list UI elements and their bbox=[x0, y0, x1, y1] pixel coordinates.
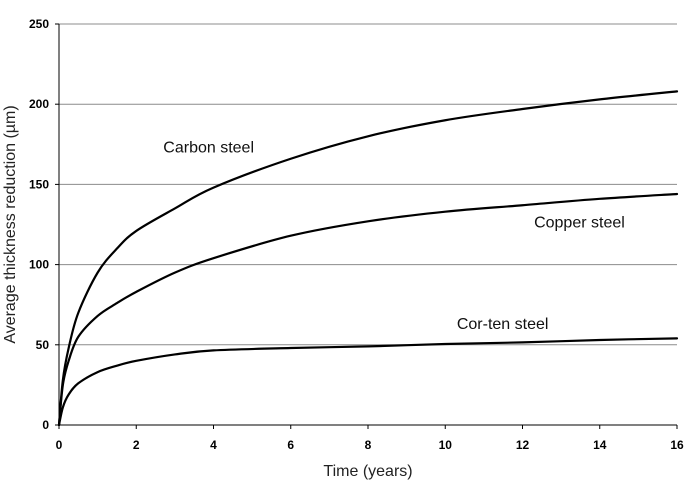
x-tick-label: 8 bbox=[365, 438, 372, 452]
x-tick-label: 0 bbox=[56, 438, 63, 452]
tick-labels: 0 50 100 150 200 250 0 2 4 6 8 10 12 14 16 bbox=[29, 17, 684, 452]
series-labels: Carbon steel Copper steel Cor-ten steel bbox=[163, 139, 625, 332]
series-line-carbon-steel bbox=[57, 90, 679, 427]
y-tick-label: 200 bbox=[29, 97, 49, 111]
series-lines bbox=[57, 90, 679, 427]
x-tick-label: 4 bbox=[210, 438, 217, 452]
y-tick-label: 150 bbox=[29, 177, 49, 191]
y-tick-label: 100 bbox=[29, 258, 49, 272]
series-label-carbon-steel: Carbon steel bbox=[163, 139, 254, 156]
y-tick-label: 0 bbox=[42, 418, 49, 432]
gridlines bbox=[59, 23, 677, 346]
x-tick-label: 10 bbox=[439, 438, 453, 452]
y-axis-title: Average thickness reduction (µm) bbox=[2, 105, 19, 343]
series-label-copper-steel: Copper steel bbox=[534, 215, 625, 232]
y-tick-label: 250 bbox=[29, 17, 49, 31]
x-tick-label: 6 bbox=[287, 438, 294, 452]
series-line-cor-ten-steel bbox=[57, 337, 679, 427]
x-tick-label: 14 bbox=[593, 438, 607, 452]
series-line-copper-steel bbox=[57, 192, 679, 427]
axes bbox=[55, 23, 678, 429]
x-axis-title: Time (years) bbox=[323, 463, 412, 480]
x-tick-label: 12 bbox=[516, 438, 530, 452]
x-tick-label: 16 bbox=[670, 438, 684, 452]
y-tick-label: 50 bbox=[36, 338, 50, 352]
series-label-cor-ten-steel: Cor-ten steel bbox=[457, 316, 549, 333]
x-tick-label: 2 bbox=[133, 438, 140, 452]
